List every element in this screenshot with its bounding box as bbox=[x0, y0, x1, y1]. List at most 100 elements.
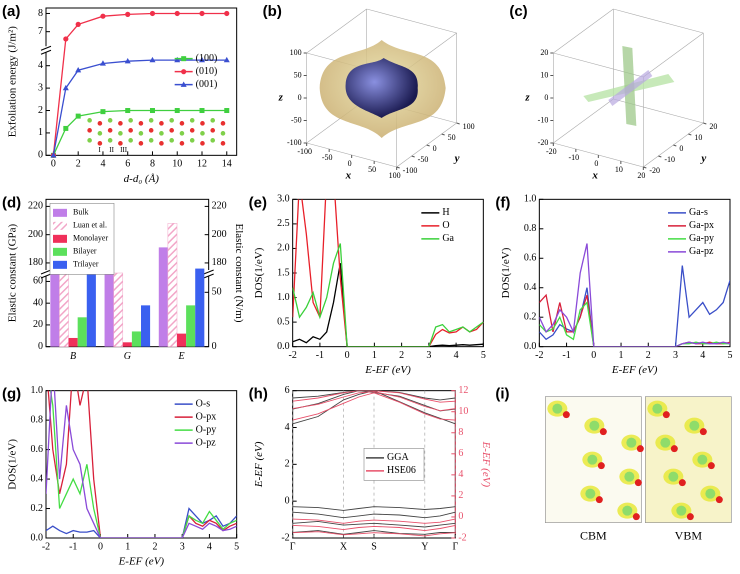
atom bbox=[715, 496, 723, 504]
bar bbox=[86, 273, 96, 347]
legend-label: Bilayer bbox=[73, 247, 97, 256]
marker bbox=[63, 36, 69, 42]
inset-atom bbox=[200, 141, 205, 146]
legend-swatch bbox=[53, 234, 67, 243]
x-tick-label: Y bbox=[421, 541, 428, 552]
y-tick bbox=[396, 166, 400, 169]
inset-atom bbox=[138, 131, 144, 136]
y-tick-label: 1.0 bbox=[277, 292, 290, 303]
y-tick bbox=[673, 144, 677, 147]
inset-atom bbox=[128, 118, 133, 123]
x-tick-label: 10 bbox=[615, 165, 623, 174]
x-tick-label: Γ bbox=[290, 541, 296, 552]
bar bbox=[177, 333, 187, 347]
atom bbox=[562, 411, 570, 419]
y-axis-label: Elastic constant (GPa) bbox=[7, 223, 19, 322]
plot-frame bbox=[292, 198, 484, 348]
x-tick-label: 4 bbox=[700, 350, 705, 361]
y-tick-label: 1.0 bbox=[524, 194, 537, 205]
inset-atom bbox=[118, 121, 123, 126]
x-tick-label: -1 bbox=[316, 350, 324, 361]
marker bbox=[149, 108, 155, 114]
y-axis-label: DOS(1/eV) bbox=[253, 247, 265, 298]
inset-atom bbox=[200, 121, 205, 126]
legend-swatch bbox=[53, 208, 67, 217]
legend-label: Ga-py bbox=[689, 233, 714, 244]
atom bbox=[678, 479, 686, 487]
inset-atom bbox=[179, 121, 185, 126]
atom bbox=[595, 496, 603, 504]
inset-atom bbox=[220, 131, 226, 136]
y2-tick-label: 8 bbox=[458, 427, 463, 438]
structure-label: CBM bbox=[580, 528, 607, 542]
bar bbox=[122, 342, 132, 347]
marker bbox=[174, 10, 180, 17]
legend-label: H bbox=[442, 207, 449, 218]
y-tick bbox=[688, 133, 692, 136]
x-tick-label: 6 bbox=[125, 159, 130, 170]
band-line bbox=[292, 518, 456, 524]
inset-atom bbox=[107, 138, 113, 143]
series-line bbox=[539, 265, 730, 347]
atom bbox=[634, 479, 642, 487]
atom bbox=[676, 505, 687, 516]
z-tick-label: -50 bbox=[291, 115, 302, 124]
marker bbox=[180, 81, 187, 87]
marker bbox=[149, 10, 156, 17]
y2-tick-label: 200 bbox=[212, 229, 227, 240]
inset-atom bbox=[97, 131, 103, 136]
bar bbox=[140, 305, 151, 347]
series-line bbox=[292, 263, 484, 347]
y-tick-label: 1.5 bbox=[277, 267, 290, 278]
inset-atom bbox=[220, 121, 226, 126]
series-line bbox=[46, 390, 237, 538]
y2-axis-label: Elastic constant (N/m) bbox=[233, 224, 245, 323]
x-tick-label: 0 bbox=[345, 350, 350, 361]
y-tick-label: 2.0 bbox=[277, 243, 290, 254]
inset-atom bbox=[179, 141, 185, 146]
y-tick bbox=[411, 155, 415, 158]
inset-atom bbox=[107, 118, 113, 123]
legend-label: Ga-pz bbox=[689, 246, 714, 257]
marker bbox=[174, 108, 180, 114]
bar bbox=[77, 317, 87, 347]
y-tick-label: 0.4 bbox=[524, 282, 537, 293]
x-tick-label: 2 bbox=[76, 159, 81, 170]
inset-atom bbox=[159, 131, 164, 136]
atom bbox=[622, 505, 633, 516]
inset-atom bbox=[189, 128, 195, 133]
marker bbox=[75, 113, 81, 119]
atom bbox=[670, 445, 678, 453]
x-tick-label: 8 bbox=[150, 159, 155, 170]
structure-label: VBM bbox=[675, 528, 703, 542]
x-tick-label: 0 bbox=[51, 159, 56, 170]
legend-label: Ga-s bbox=[689, 207, 708, 218]
atom bbox=[632, 513, 640, 521]
atom bbox=[652, 403, 663, 414]
legend-label: GGA bbox=[387, 452, 409, 463]
z-axis-label: z bbox=[278, 92, 284, 104]
band-line bbox=[292, 390, 456, 403]
y-tick-label: 0.0 bbox=[277, 341, 290, 352]
series-line bbox=[46, 507, 237, 538]
y2-tick-label: 10 bbox=[458, 406, 468, 417]
series-line bbox=[47, 390, 237, 538]
x-tick-label: 3 bbox=[426, 350, 431, 361]
axis-break bbox=[203, 269, 214, 279]
inset-atom bbox=[210, 128, 216, 133]
x-axis-label: d-d₀ (Å) bbox=[124, 173, 160, 185]
y-tick-label: 6 bbox=[285, 385, 290, 396]
panel-label: (f) bbox=[495, 194, 510, 211]
marker bbox=[62, 84, 69, 91]
x-tick-label: 5 bbox=[481, 350, 486, 361]
y2-tick-label: 220 bbox=[212, 201, 227, 212]
panel-label: (d) bbox=[2, 194, 21, 211]
band-line bbox=[292, 392, 456, 421]
marker bbox=[124, 58, 131, 64]
bar bbox=[167, 223, 178, 347]
inset-atom bbox=[87, 138, 92, 143]
x-tick-label: 1 bbox=[372, 350, 377, 361]
x-tick-label: S bbox=[371, 541, 377, 552]
y-tick-label: 220 bbox=[28, 201, 43, 212]
box-edge bbox=[643, 32, 704, 78]
